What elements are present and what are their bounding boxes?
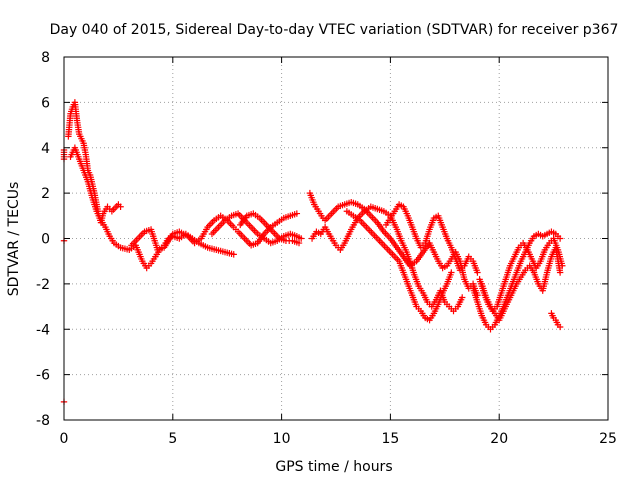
x-tick-label: 10 xyxy=(273,431,291,447)
y-tick-label: -8 xyxy=(36,413,50,429)
series-track-2 xyxy=(308,203,466,315)
x-tick-label: 5 xyxy=(168,431,177,447)
y-tick-label: -2 xyxy=(36,277,50,293)
series-track-1 xyxy=(306,189,481,299)
series-mid-b xyxy=(208,210,305,247)
x-axis-label: GPS time / hours xyxy=(275,459,392,475)
data-point xyxy=(459,294,466,301)
data-point xyxy=(556,323,564,331)
y-tick-label: 0 xyxy=(41,232,50,248)
x-tick-label: 20 xyxy=(490,431,508,447)
data-point xyxy=(230,251,237,258)
data-layer xyxy=(60,99,566,406)
x-tick-label: 0 xyxy=(60,431,69,447)
data-point xyxy=(474,269,481,276)
series-track-4 xyxy=(382,201,481,276)
x-tick-label: 15 xyxy=(381,431,399,447)
series-track-3 xyxy=(343,208,455,324)
grid-layer xyxy=(64,57,608,420)
y-tick-label: -6 xyxy=(36,368,50,384)
y-tick-label: 6 xyxy=(41,95,50,111)
data-point xyxy=(556,235,564,242)
data-point xyxy=(556,269,564,276)
x-tick-label: 25 xyxy=(599,431,617,447)
data-point xyxy=(117,203,124,210)
data-point xyxy=(297,235,305,242)
y-axis-label: SDTVAR / TECUs xyxy=(6,182,22,297)
tick-layer: 0 5 10 15 20 25 -8 -6 -4 -2 0 2 4 6 8 xyxy=(36,50,617,447)
chart-title: Day 040 of 2015, Sidereal Day-to-day VTE… xyxy=(50,22,619,38)
plot-frame xyxy=(63,56,609,421)
y-tick-label: -4 xyxy=(36,322,50,338)
y-tick-label: 2 xyxy=(41,186,50,202)
data-point xyxy=(559,262,566,269)
y-tick-label: 4 xyxy=(41,141,50,157)
data-point xyxy=(295,239,303,247)
series-late-dip-3 xyxy=(476,235,566,315)
y-tick-label: 8 xyxy=(41,50,50,66)
data-point xyxy=(293,210,301,217)
series-early-decay-2 xyxy=(67,144,237,272)
series-tail-drop xyxy=(548,310,564,331)
data-point xyxy=(448,269,455,276)
